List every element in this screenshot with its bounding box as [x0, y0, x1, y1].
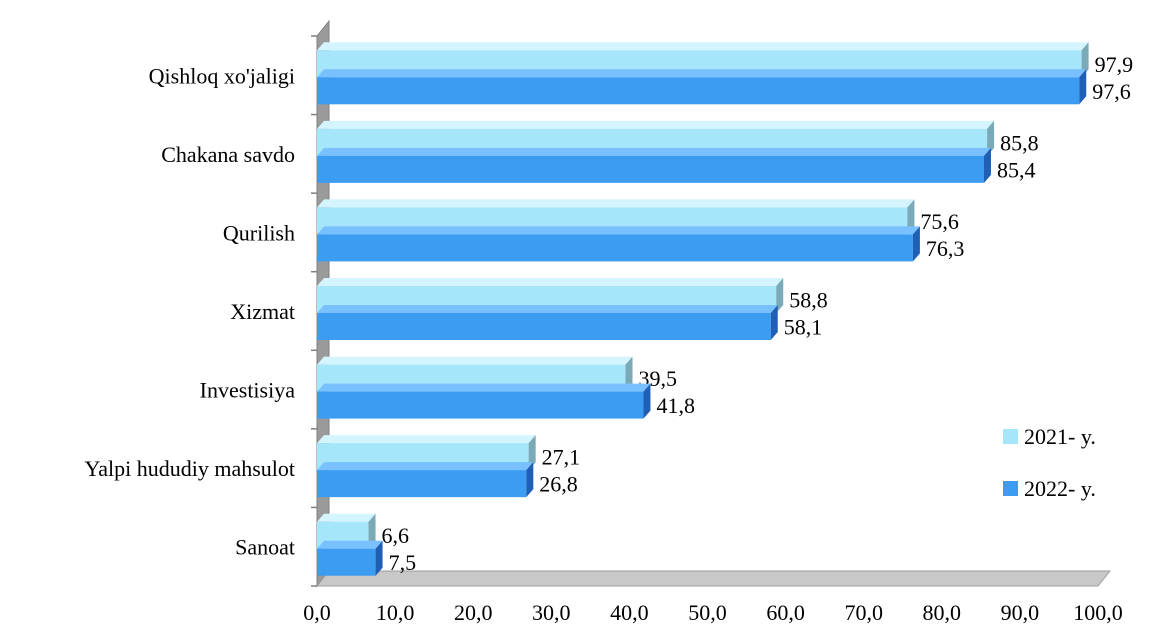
bar-front-face	[317, 77, 1080, 105]
bar-front-face	[317, 313, 771, 340]
bar-value-label: 76,3	[926, 236, 965, 261]
bar-end-face	[1079, 69, 1087, 105]
x-tick-label: 90,0	[1001, 600, 1040, 625]
bar-value-label: 97,6	[1092, 79, 1131, 104]
bar-end-face	[526, 462, 534, 498]
bar-2022	[317, 383, 651, 419]
bar-top-face	[317, 513, 376, 522]
x-axis-tick-labels: 0,0 10,0 20,0 30,0 40,0 50,0 60,0 70,0 80,0 90,0 1…	[303, 600, 1123, 625]
bar-value-label: 85,4	[997, 157, 1036, 182]
legend-swatch	[1003, 481, 1018, 496]
bar-front-face	[317, 234, 913, 262]
bar-end-face	[776, 278, 784, 313]
bar-top-face	[317, 383, 651, 392]
x-tick-label: 0,0	[303, 600, 331, 625]
category-label: Xizmat	[230, 299, 295, 324]
bar-value-label: 27,1	[542, 445, 581, 470]
category-label: Yalpi hududiy mahsulot	[85, 456, 295, 481]
category-label: Chakana savdo	[161, 142, 295, 167]
category-labels: Qishloq xo'jaligi Chakana savdo Qurilish Xi…	[85, 63, 296, 559]
bar-end-face	[643, 383, 651, 419]
x-tick-label: 40,0	[610, 600, 649, 625]
bar-front-face	[317, 548, 376, 576]
bar-value-label: 26,8	[539, 472, 578, 497]
bar-value-label: 7,5	[389, 550, 417, 575]
bar-2022	[317, 147, 991, 183]
legend-swatch	[1003, 429, 1018, 444]
bar-value-label: 58,8	[789, 288, 828, 313]
category-label: Qurilish	[223, 220, 295, 245]
bar-front-face	[317, 155, 984, 183]
bar-top-face	[317, 540, 383, 549]
floor	[315, 570, 1112, 587]
category-label: Qishloq xo'jaligi	[149, 63, 295, 88]
bar-2022	[317, 69, 1087, 105]
bar-end-face	[987, 120, 995, 156]
bar-top-face	[317, 42, 1089, 51]
x-tick-label: 10,0	[376, 600, 415, 625]
bar-top-face	[317, 278, 784, 286]
bar-end-face	[625, 356, 633, 392]
bar-value-label: 75,6	[920, 209, 959, 234]
x-tick-label: 20,0	[454, 600, 493, 625]
bar-end-face	[528, 435, 536, 471]
bar-top-face	[317, 462, 534, 471]
bar-value-label: 97,9	[1095, 52, 1134, 77]
bar-top-face	[317, 120, 995, 129]
bar-end-face	[907, 199, 915, 235]
category-label: Investisiya	[200, 378, 296, 403]
bar-end-face	[1081, 42, 1089, 78]
bar-top-face	[317, 69, 1087, 78]
bar-2022	[317, 305, 778, 340]
bar-2022	[317, 462, 534, 498]
bar-end-face	[983, 147, 991, 183]
bar-2022	[317, 226, 920, 262]
legend-label: 2021- y.	[1024, 424, 1096, 449]
bar-value-label: 58,1	[784, 315, 823, 340]
bar-value-label: 41,8	[656, 393, 695, 418]
bar-top-face	[317, 199, 915, 208]
bar-front-face	[317, 391, 644, 419]
bar-end-face	[770, 305, 778, 340]
legend: 2021- y. 2022- y.	[1003, 424, 1096, 501]
bar-top-face	[317, 305, 778, 313]
x-tick-label: 30,0	[532, 600, 571, 625]
bar-front-face	[317, 470, 527, 498]
bar-top-face	[317, 356, 633, 365]
bar-top-face	[317, 435, 536, 444]
bar-end-face	[912, 226, 920, 262]
x-tick-label: 80,0	[923, 600, 962, 625]
category-label: Sanoat	[235, 535, 295, 560]
legend-label: 2022- y.	[1024, 476, 1096, 501]
bar-end-face	[375, 540, 383, 576]
bar-top-face	[317, 147, 991, 156]
bar-top-face	[317, 226, 920, 235]
chart-bars: 97,997,685,885,475,676,358,858,139,541,8…	[317, 42, 1134, 576]
bar-value-label: 85,8	[1000, 130, 1039, 155]
x-tick-label: 100,0	[1073, 600, 1123, 625]
x-tick-label: 50,0	[688, 600, 727, 625]
x-tick-label: 60,0	[766, 600, 805, 625]
x-tick-label: 70,0	[844, 600, 883, 625]
bar-2022	[317, 540, 383, 576]
bar-end-face	[368, 513, 376, 549]
bar-value-label: 6,6	[382, 523, 410, 548]
